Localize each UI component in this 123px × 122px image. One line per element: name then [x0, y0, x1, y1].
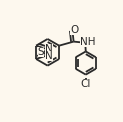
- Text: NH: NH: [80, 37, 95, 47]
- Text: O: O: [70, 25, 79, 35]
- Text: N: N: [45, 44, 53, 54]
- Text: S: S: [38, 47, 44, 57]
- Text: Cl: Cl: [81, 79, 91, 89]
- Text: N: N: [45, 51, 53, 61]
